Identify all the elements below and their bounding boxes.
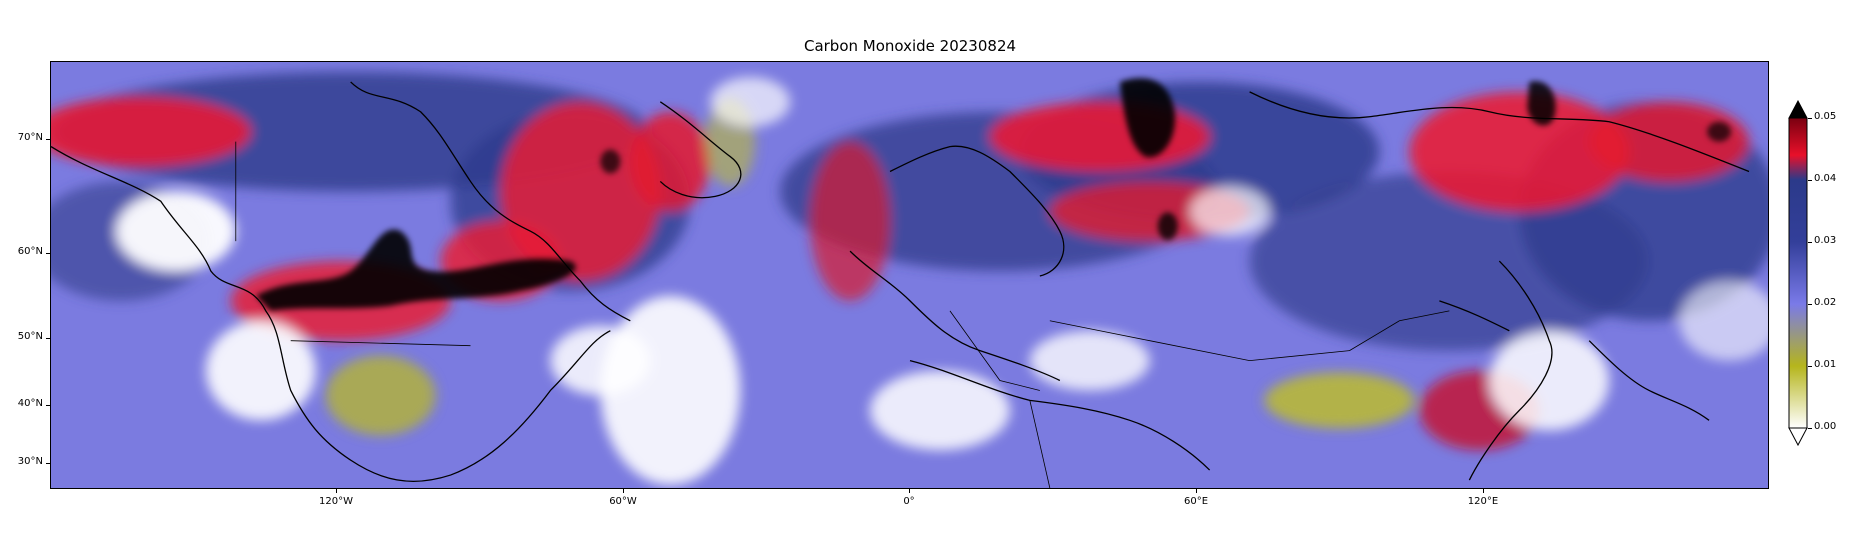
colorbar-tick-label: 0.00 <box>1814 421 1837 432</box>
lat-tick-mark <box>46 253 50 254</box>
lat-tick-mark <box>46 139 50 140</box>
lon-tick-label: 120°W <box>319 496 353 507</box>
map-title: Carbon Monoxide 20230824 <box>803 37 1017 55</box>
lat-tick-label: 50°N <box>17 331 43 342</box>
colorbar-tick-label: 0.03 <box>1814 235 1837 246</box>
lon-tick-label: 60°W <box>609 496 637 507</box>
colorbar <box>1788 100 1808 447</box>
colorbar-tick-label: 0.05 <box>1814 111 1837 122</box>
lon-tick-label: 0° <box>903 496 915 507</box>
colorbar-tick-mark <box>1808 428 1812 429</box>
colorbar-extend-min <box>1788 427 1808 447</box>
colorbar-tick-label: 0.02 <box>1814 297 1837 308</box>
borders <box>235 141 1450 488</box>
lon-tick-label: 60°E <box>1183 496 1209 507</box>
lat-tick-mark <box>46 405 50 406</box>
lat-tick-label: 40°N <box>17 398 43 409</box>
colorbar-gradient <box>1788 117 1808 429</box>
colorbar-extend-max <box>1788 100 1808 119</box>
lat-tick-label: 30°N <box>17 456 43 467</box>
colorbar-tick-mark <box>1808 304 1812 305</box>
colorbar-tick-mark <box>1808 118 1812 119</box>
lon-tick-mark <box>909 489 910 493</box>
colorbar-tick-label: 0.01 <box>1814 359 1837 370</box>
lon-tick-mark <box>336 489 337 493</box>
lon-tick-mark <box>1196 489 1197 493</box>
colorbar-tick-label: 0.04 <box>1814 173 1837 184</box>
lat-tick-label: 60°N <box>17 246 43 257</box>
lon-tick-mark <box>1483 489 1484 493</box>
carbon-monoxide-map <box>51 62 1768 488</box>
co-hotspots <box>255 78 1732 311</box>
colorbar-tick-mark <box>1808 242 1812 243</box>
coastlines <box>51 81 1750 482</box>
lat-tick-mark <box>46 463 50 464</box>
lat-tick-label: 70°N <box>17 132 43 143</box>
lon-tick-label: 120°E <box>1467 496 1499 507</box>
colorbar-tick-mark <box>1808 366 1812 367</box>
lat-tick-mark <box>46 338 50 339</box>
lon-tick-mark <box>623 489 624 493</box>
colorbar-tick-mark <box>1808 180 1812 181</box>
map-panel[interactable] <box>50 61 1769 489</box>
